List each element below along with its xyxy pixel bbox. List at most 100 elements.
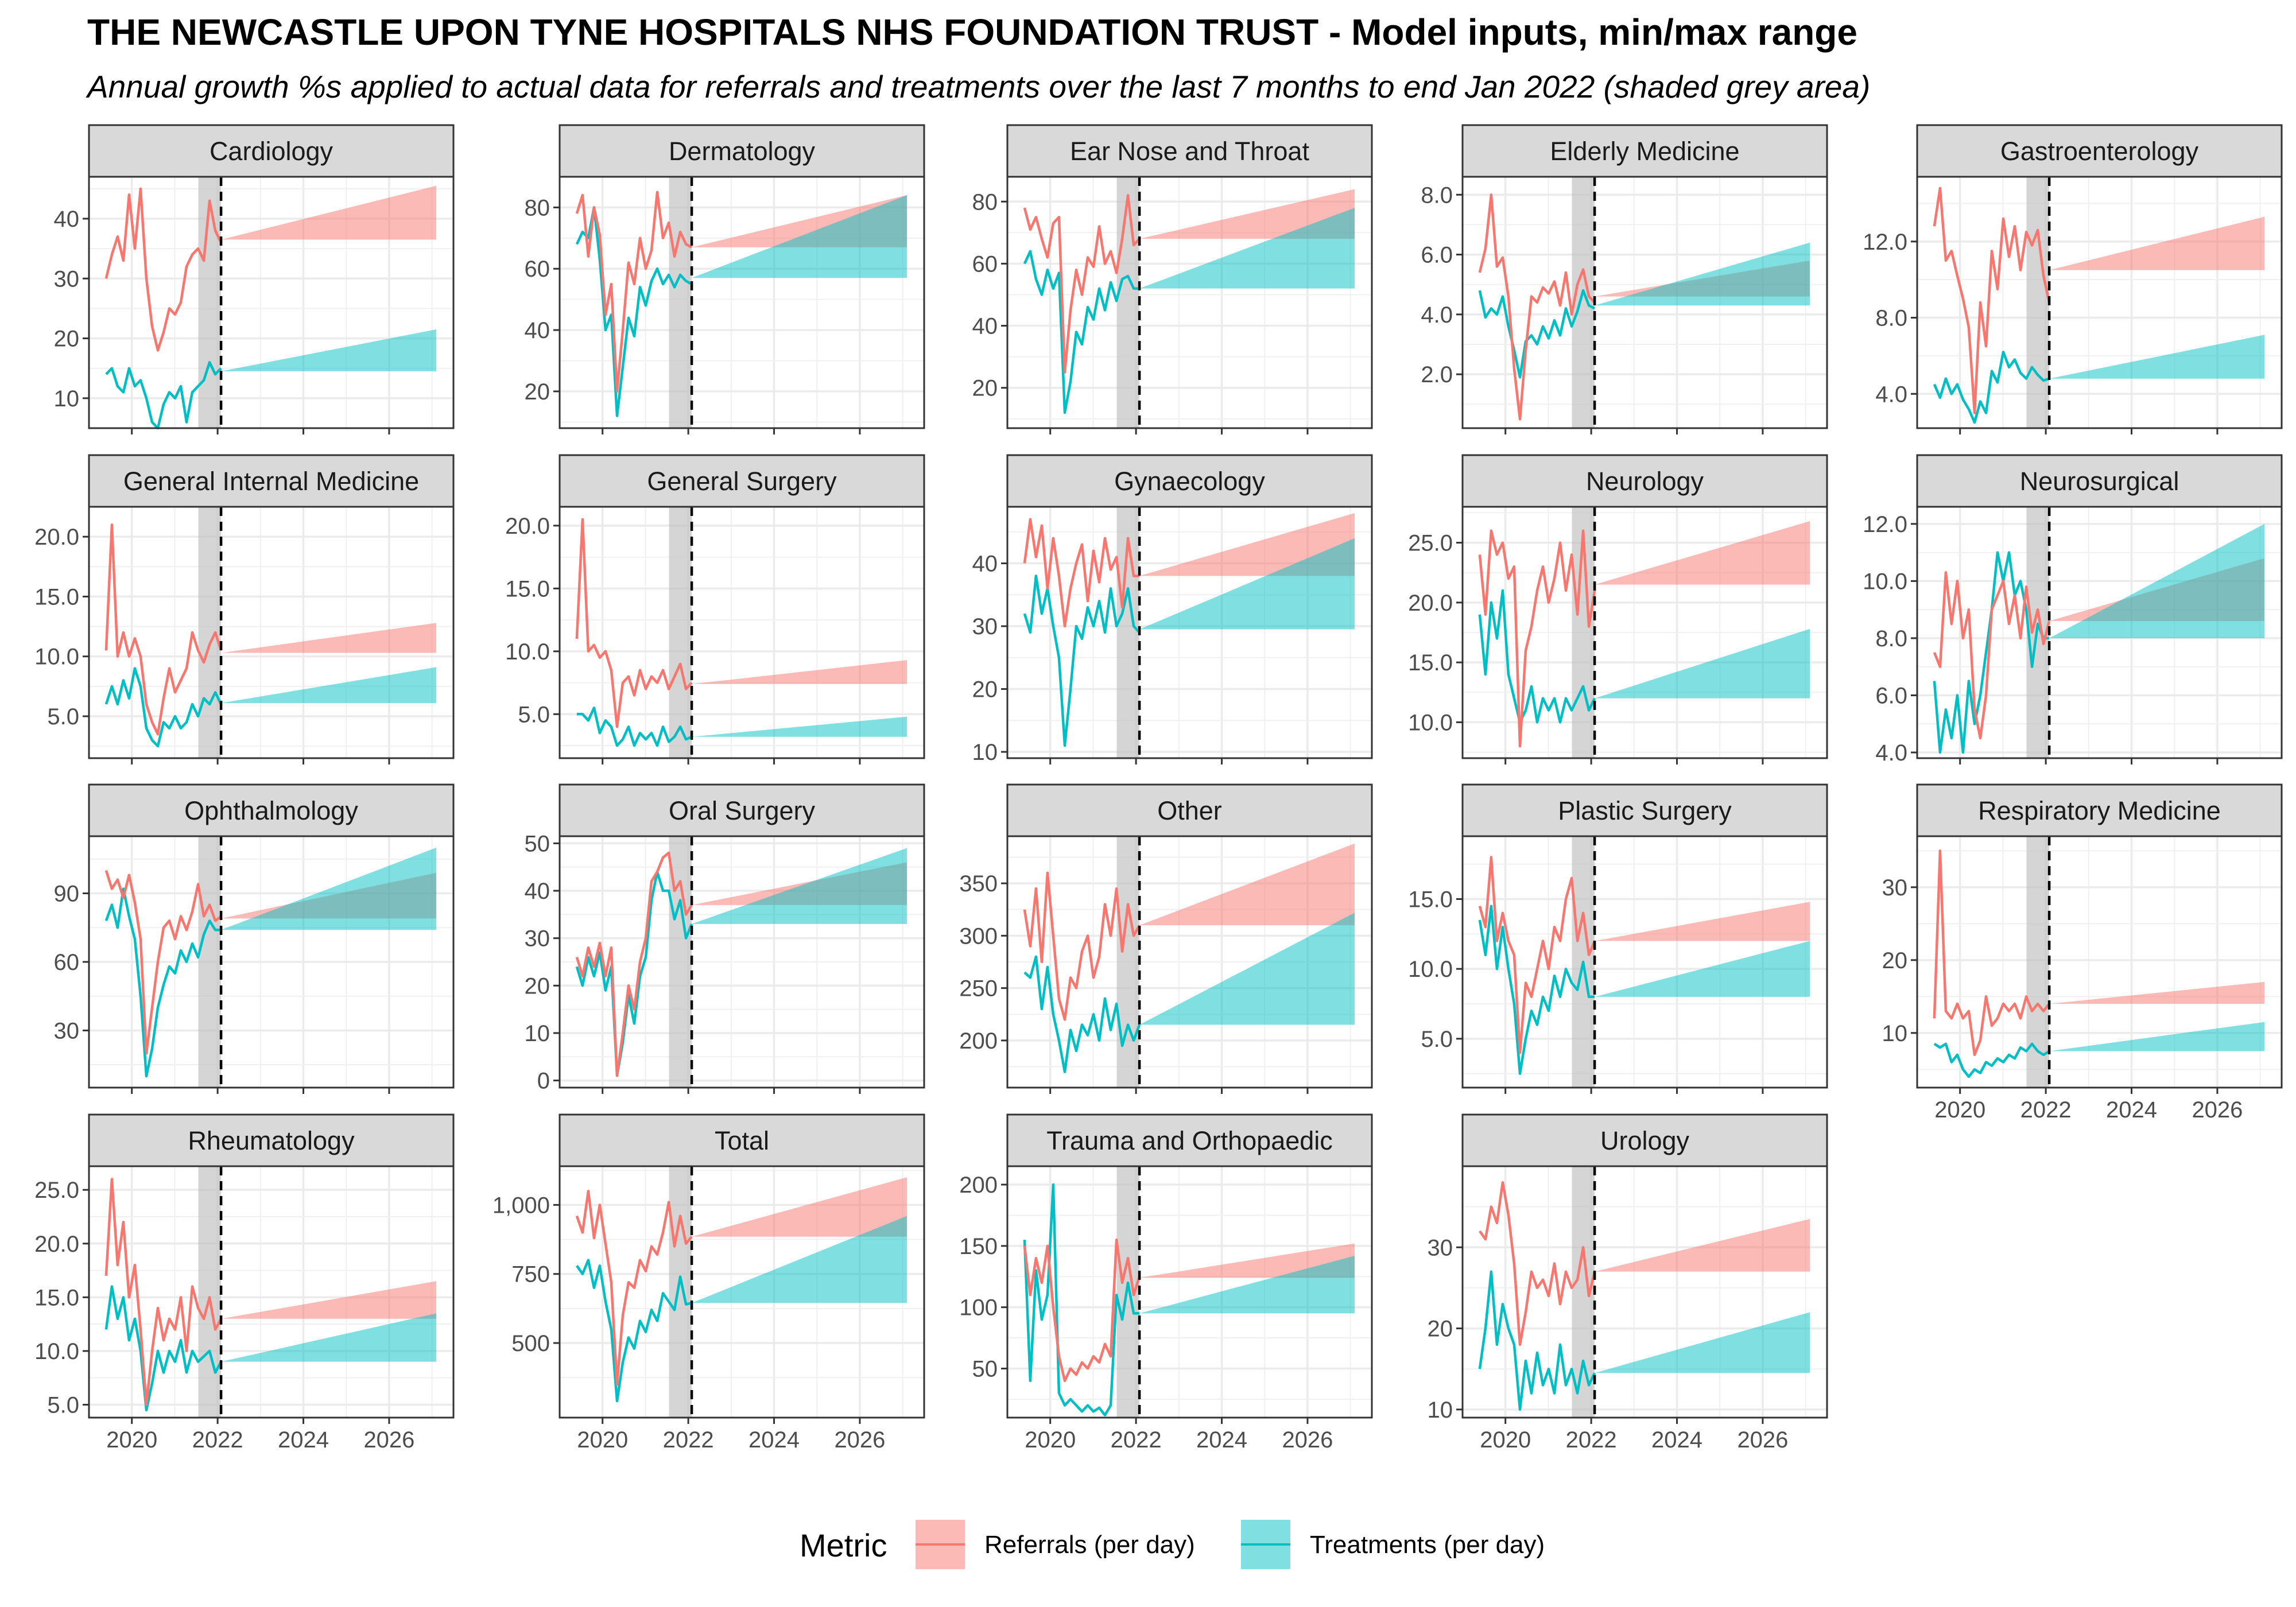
x-tick-label: 2026 [363,1427,414,1453]
treatments-line [576,707,693,747]
y-tick-label: 60 [525,257,550,282]
y-tick-label: 20 [972,376,998,401]
referrals-line [575,851,693,1077]
facet-strip [1006,124,1373,178]
y-axis: 5.0 10.0 15.0 [1408,887,1463,1052]
y-tick-label: 5.0 [1421,1027,1453,1052]
y-tick-label: 15.0 [1408,650,1453,676]
y-tick-label: 1,000 [492,1193,550,1218]
y-axis: 10.0 15.0 20.0 25.0 [1408,531,1463,735]
panel-gastroenterology: Gastroenterology 4.0 8.0 12.0 [1863,124,2283,434]
treatments-range-band [1595,941,1810,997]
panel-general-internal-medicine: General Internal Medicine 5.0 10.0 15.0 20.0 [34,454,455,764]
x-tick-label: 2024 [278,1427,329,1453]
referrals-range-band [2049,981,2265,1004]
treatments-line [1478,589,1596,724]
y-tick-label: 12.0 [1863,512,1907,537]
panel-border [1461,176,1828,429]
referrals-line [575,191,693,393]
y-tick-label: 10 [1428,1398,1453,1423]
shaded-period [669,177,692,428]
panel-border [88,1165,455,1419]
panel-plastic-surgery: Plastic Surgery 5.0 10.0 15.0 [1408,783,1828,1094]
panel-border [1461,1165,1828,1419]
panel-border [1916,176,2283,429]
referrals-range-band [1139,843,1355,926]
gridlines [560,507,924,758]
y-tick-label: 50 [525,831,550,856]
y-tick-label: 150 [959,1234,998,1259]
y-axis: 50 100 150 200 [959,1173,1007,1382]
facet-label: Dermatology [669,137,816,166]
y-tick-label: 25.0 [1408,531,1453,556]
referrals-line [1478,529,1596,748]
x-tick-label: 2022 [192,1427,243,1453]
y-axis: 4.0 8.0 12.0 [1863,230,1917,407]
facet-strip [88,1113,455,1167]
y-tick-label: 20 [525,379,550,405]
panel-ear-nose-and-throat: Ear Nose and Throat 20 40 60 80 [972,124,1373,434]
referrals-line [104,187,223,352]
x-axis: 2020 2022 2024 2026 [577,1418,885,1453]
treatments-range-band [692,716,907,737]
y-tick-label: 10.0 [505,639,550,665]
shaded-period [2026,177,2050,428]
panel-other: Other 200 250 300 350 [959,783,1373,1094]
facet-panels: Cardiology10203040Dermatology20406080Ear… [34,124,2283,1453]
y-tick-label: 10.0 [1408,957,1453,982]
facet-label: Gynaecology [1114,467,1265,496]
panel-border [559,1165,925,1419]
y-tick-label: 30 [1428,1235,1453,1260]
panel-border [1006,1165,1373,1419]
y-tick-label: 15.0 [505,576,550,601]
x-axis [1959,758,2219,764]
y-tick-label: 40 [972,552,998,577]
referrals-line [1023,1238,1141,1383]
y-axis: 5.0 10.0 15.0 20.0 [505,514,560,727]
y-tick-label: 2.0 [1421,362,1453,387]
y-tick-label: 350 [959,871,998,896]
referrals-range-band [692,1177,907,1237]
y-tick-label: 80 [525,195,550,220]
y-tick-label: 4.0 [1875,382,1907,407]
shaded-period [198,177,222,428]
treatments-line [1478,1270,1596,1411]
shaded-period [198,507,222,758]
x-tick-label: 2024 [748,1427,800,1453]
facet-label: General Internal Medicine [123,467,419,496]
y-tick-label: 300 [959,923,998,949]
y-axis: 2.0 4.0 6.0 8.0 [1421,183,1463,387]
panel-general-surgery: General Surgery 5.0 10.0 15.0 20.0 [505,454,925,764]
chart-title: THE NEWCASTLE UPON TYNE HOSPITALS NHS FO… [87,11,1857,53]
x-tick-label: 2026 [1282,1427,1333,1453]
facet-label: Plastic Surgery [1558,796,1732,825]
treatments-line [575,870,693,1077]
treatments-line [105,361,222,430]
y-tick-label: 6.0 [1421,243,1453,268]
y-tick-label: 0 [537,1069,550,1094]
legend-label-treatments: Treatments (per day) [1310,1531,1545,1559]
y-tick-label: 10.0 [1408,710,1453,735]
y-tick-label: 5.0 [47,1393,79,1418]
y-axis: 5.0 10.0 15.0 20.0 25.0 [34,1178,89,1418]
treatments-range-band [1139,913,1355,1025]
y-tick-label: 8.0 [1875,306,1907,331]
referrals-range-band [1139,513,1355,576]
y-tick-label: 20.0 [34,525,79,550]
treatments-line [1478,289,1596,379]
panel-border [559,835,925,1089]
treatments-range-band [692,848,907,924]
gridlines [1007,1166,1372,1418]
x-axis [1049,1088,1309,1094]
referrals-line [1023,518,1140,628]
y-tick-label: 200 [959,1028,998,1054]
y-tick-label: 5.0 [47,704,79,729]
x-axis: 2020 2022 2024 2026 [106,1418,414,1453]
referrals-line [1933,571,2051,740]
shaded-period [1572,177,1595,428]
y-axis: 30 60 90 [54,882,89,1043]
treatments-line [1933,1042,2050,1078]
treatments-range-band [221,667,437,704]
facet-label: Respiratory Medicine [1978,796,2221,825]
